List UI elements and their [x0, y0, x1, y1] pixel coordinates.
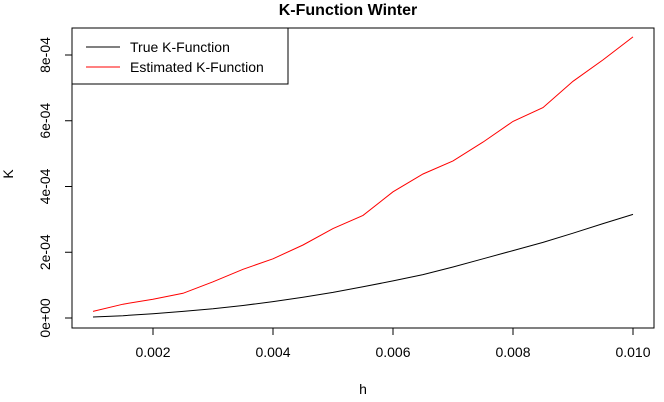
- legend-label-true: True K-Function: [130, 39, 230, 55]
- legend-label-estimated: Estimated K-Function: [130, 59, 264, 75]
- y-tick-label: 0e+00: [37, 298, 53, 338]
- x-tick-label: 0.010: [615, 344, 650, 360]
- legend: True K-Function Estimated K-Function: [71, 27, 289, 85]
- series-line-estimated: [92, 36, 634, 312]
- y-tick-label: 2e-04: [37, 234, 53, 270]
- y-tick-label: 6e-04: [37, 103, 53, 139]
- y-tick-label: 8e-04: [37, 37, 53, 73]
- x-tick-label: 0.006: [375, 344, 410, 360]
- series-lines: [92, 36, 634, 318]
- y-axis-title: K: [0, 169, 16, 179]
- x-tick-label: 0.004: [255, 344, 290, 360]
- x-axis-ticks: 0.002 0.004 0.006 0.008 0.010: [135, 328, 651, 360]
- series-line-true: [92, 213, 634, 318]
- x-tick-label: 0.008: [495, 344, 530, 360]
- y-tick-label: 4e-04: [37, 168, 53, 204]
- chart-title: K-Function Winter: [279, 2, 418, 19]
- x-axis: 0.002 0.004 0.006 0.008 0.010 h: [135, 327, 651, 397]
- x-axis-title: h: [359, 381, 367, 397]
- y-axis-ticks: 0e+00 2e-04 4e-04 6e-04 8e-04: [37, 37, 72, 338]
- y-axis: 0e+00 2e-04 4e-04 6e-04 8e-04 K: [0, 37, 73, 338]
- x-tick-label: 0.002: [135, 344, 170, 360]
- legend-box: [71, 27, 289, 85]
